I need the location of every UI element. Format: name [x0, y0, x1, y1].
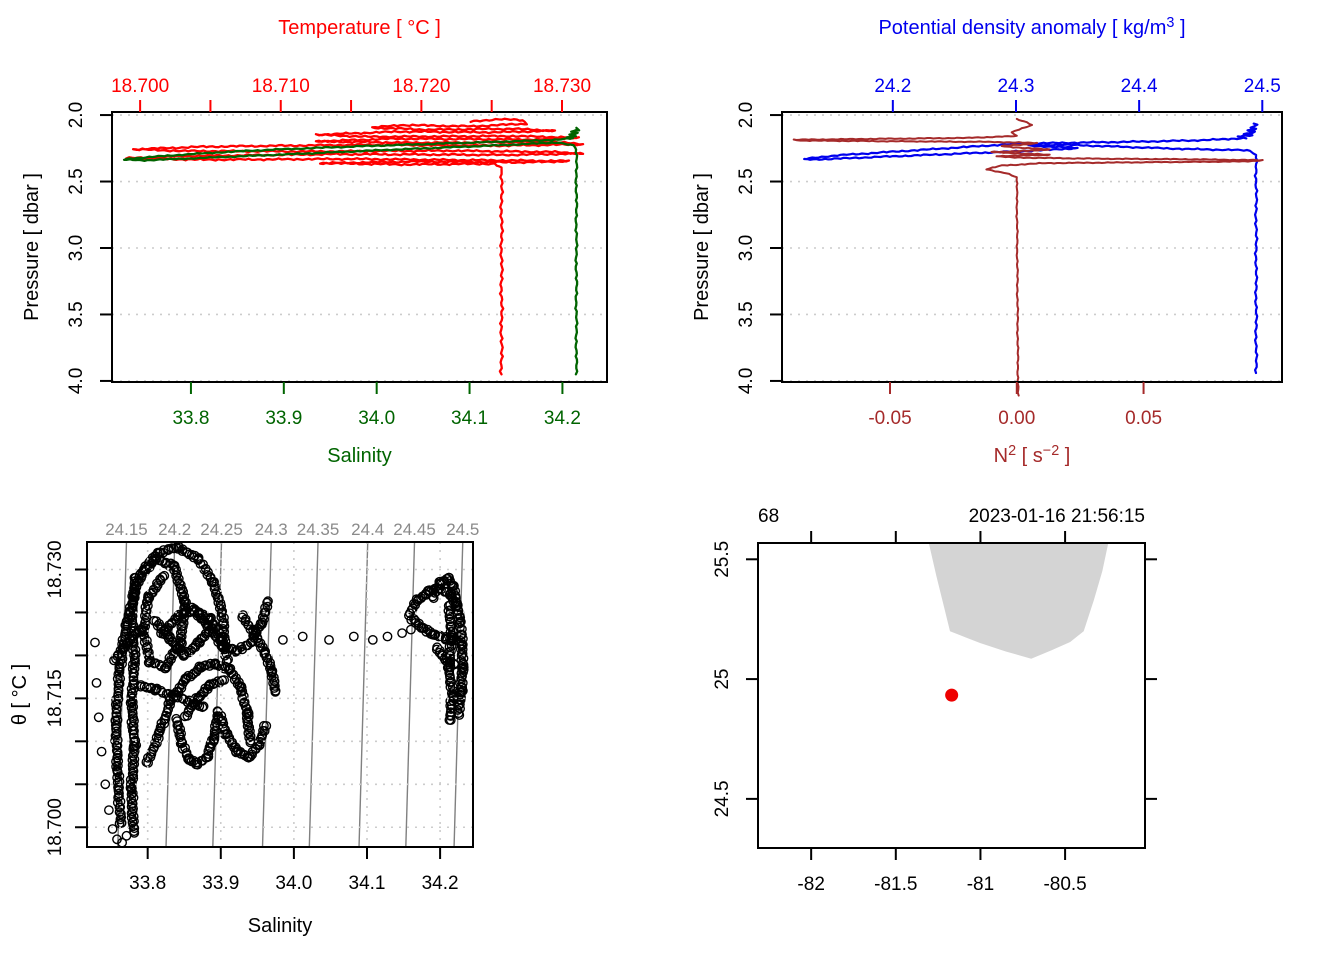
tick-label: 34.1 [451, 408, 488, 429]
tick-label: 34.2 [544, 408, 581, 429]
series-temperature-profile [124, 117, 585, 376]
isopycnal-line [308, 541, 319, 848]
tick-label: 2.0 [66, 102, 87, 128]
tick-label: 2.5 [736, 168, 757, 194]
y-axis-title: θ [ °C ] [9, 664, 31, 725]
station-location-dot [945, 688, 959, 702]
bottom-axis-title: Salinity [327, 445, 391, 467]
tick-label: 3.0 [66, 235, 87, 261]
isopycnal-label: 24.5 [446, 520, 479, 539]
plot-frame [757, 542, 1146, 849]
series-density-profile [803, 122, 1259, 375]
coastline-land [928, 543, 1109, 659]
tick-label: -80.5 [1043, 874, 1086, 895]
tick-label: 24.3 [997, 76, 1034, 97]
tick-label: 25 [712, 669, 733, 690]
plot-frame [86, 541, 474, 848]
tick-label: 33.8 [172, 408, 209, 429]
tick-label: 4.0 [736, 368, 757, 394]
top-axis-title: Potential density anomaly [ kg/m3​ ] [878, 15, 1185, 39]
tick-label: 33.9 [265, 408, 302, 429]
tick-label: 18.720 [392, 76, 450, 97]
profile-datetime: 2023-01-16 21:56:15 [969, 506, 1145, 527]
y-axis-title: Pressure [ dbar ] [691, 173, 713, 321]
isopycnal-label: 24.25 [200, 520, 243, 539]
tick-label: 18.730 [45, 540, 66, 598]
tick-label: -82 [797, 874, 824, 895]
series-n2-profile [792, 117, 1264, 397]
y-axis-title: Pressure [ dbar ] [21, 173, 43, 321]
isopycnal-line [405, 541, 416, 848]
tick-label: 25.5 [712, 541, 733, 578]
x-axis-title: Salinity [248, 915, 312, 937]
panel-profile-temperature-salinity: 2.0 2.5 3.0 3.5 4.0 18.700 18.710 18.720 18.730 3… [21, 17, 608, 467]
panel-ts-diagram: 24.15 24.2 24.25 24.3 24.35 24.4 24.45 24.5 18.7… [9, 520, 479, 937]
panel-profile-density-n2: 2.0 2.5 3.0 3.5 4.0 24.2 24.3 24.4 24.5 -0.05 0.00… [691, 15, 1283, 467]
tick-label: 24.5 [712, 780, 733, 817]
ts-scatter-points [90, 541, 469, 848]
tick-label: 34.0 [358, 408, 395, 429]
tick-label: 34.0 [275, 873, 312, 894]
tick-label: 33.9 [202, 873, 239, 894]
isopycnal-label: 24.2 [158, 520, 191, 539]
tick-label: 34.2 [422, 873, 459, 894]
panel-station-map: 68 2023-01-16 21:56:15 24.5 25 25.5 -82 -81.5 -… [712, 506, 1157, 895]
tick-label: 24.2 [874, 76, 911, 97]
tick-label: -0.05 [868, 408, 911, 429]
tick-label: 2.0 [736, 102, 757, 128]
isopycnal-line [261, 541, 272, 848]
tick-label: 3.5 [66, 301, 87, 327]
tick-label: 34.1 [349, 873, 386, 894]
station-number: 68 [758, 506, 779, 527]
tick-label: 0.00 [998, 408, 1035, 429]
tick-label: 18.700 [111, 76, 169, 97]
tick-label: 24.5 [1244, 76, 1281, 97]
tick-label: -81 [967, 874, 994, 895]
isopycnal-label: 24.3 [255, 520, 288, 539]
tick-label: 4.0 [66, 368, 87, 394]
tick-label: 18.715 [45, 669, 66, 727]
bottom-axis-title: N2​ [ s−2​ ] [994, 443, 1071, 467]
tick-label: 18.730 [533, 76, 591, 97]
isopycnal-line [358, 541, 369, 848]
isopycnal-label: 24.4 [351, 520, 384, 539]
tick-label: -81.5 [874, 874, 917, 895]
tick-label: 24.4 [1121, 76, 1158, 97]
tick-label: 0.05 [1125, 408, 1162, 429]
tick-label: 3.0 [736, 235, 757, 261]
tick-label: 33.8 [129, 873, 166, 894]
isopycnal-label: 24.45 [393, 520, 436, 539]
tick-label: 18.700 [45, 798, 66, 856]
isopycnal-label: 24.15 [105, 520, 148, 539]
tick-label: 3.5 [736, 301, 757, 327]
top-axis-title: Temperature [ °C ] [278, 17, 441, 39]
isopycnal-label: 24.35 [297, 520, 340, 539]
tick-label: 2.5 [66, 168, 87, 194]
plot-frame [781, 111, 1283, 383]
series-salinity-profile [122, 126, 581, 376]
tick-label: 18.710 [252, 76, 310, 97]
